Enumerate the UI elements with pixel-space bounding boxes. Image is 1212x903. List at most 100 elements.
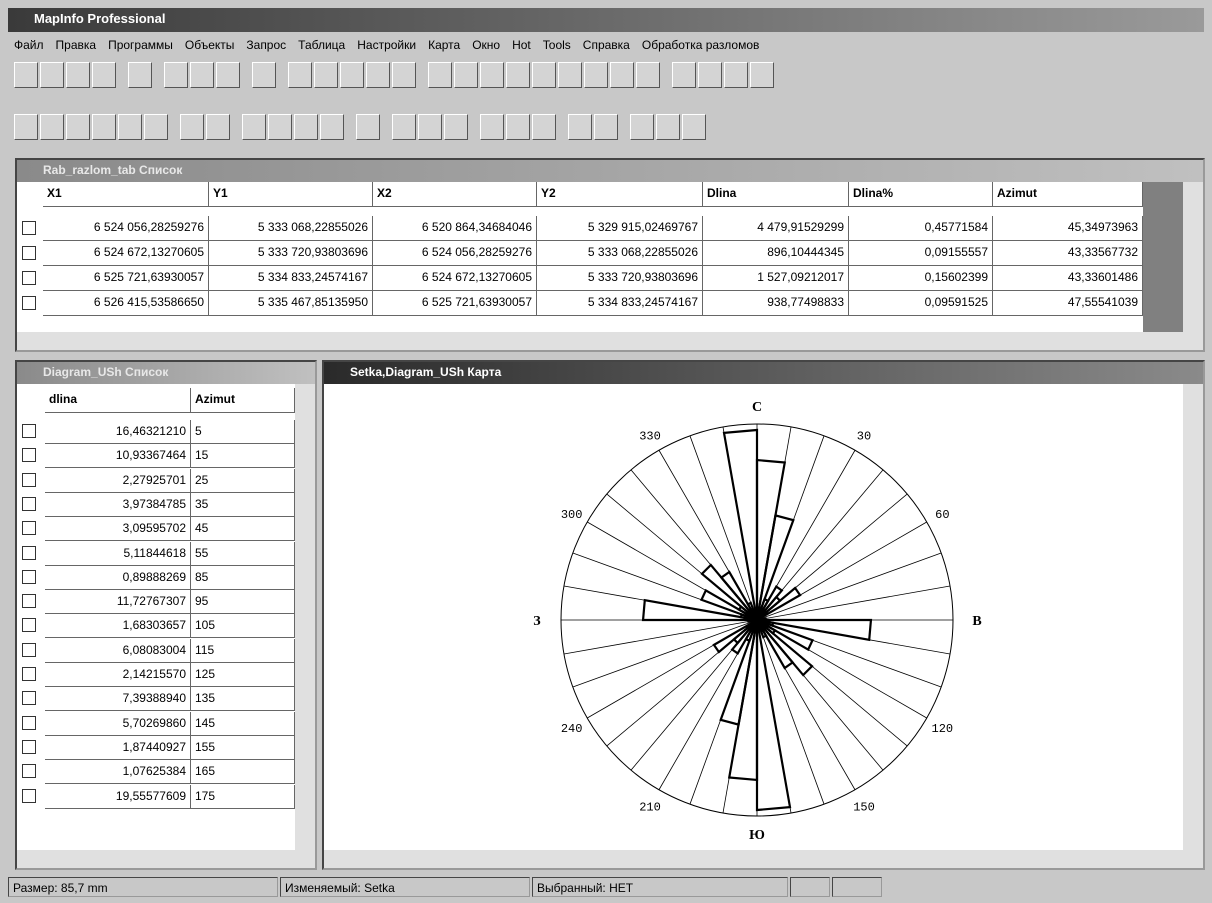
horizontal-scrollbar[interactable] (17, 332, 1203, 350)
column-header[interactable]: Azimut (191, 388, 295, 413)
row-checkbox[interactable] (22, 667, 36, 681)
menu-item[interactable]: Обработка разломов (641, 38, 760, 52)
menu-item[interactable]: Программы (108, 38, 173, 52)
toolbar-button[interactable] (118, 114, 142, 140)
toolbar-button[interactable] (40, 114, 64, 140)
toolbar-button[interactable] (532, 114, 556, 140)
column-header[interactable]: Y1 (209, 182, 373, 207)
toolbar-button[interactable] (392, 114, 416, 140)
toolbar-button[interactable] (656, 114, 680, 140)
row-checkbox[interactable] (22, 448, 36, 463)
toolbar-button[interactable] (594, 114, 618, 140)
toolbar-button[interactable] (558, 62, 582, 88)
toolbar-button[interactable] (268, 114, 292, 140)
toolbar-button[interactable] (92, 62, 116, 88)
toolbar-button[interactable] (480, 114, 504, 140)
toolbar-button[interactable] (568, 114, 592, 140)
toolbar-button[interactable] (366, 62, 390, 88)
row-checkbox[interactable] (22, 715, 36, 730)
toolbar-button[interactable] (66, 114, 90, 140)
toolbar-button[interactable] (14, 114, 38, 140)
toolbar-button[interactable] (320, 114, 344, 140)
toolbar-button[interactable] (506, 62, 530, 88)
row-checkbox[interactable] (22, 246, 36, 260)
row-checkbox[interactable] (22, 424, 36, 438)
toolbar-button[interactable] (40, 62, 64, 88)
toolbar-button[interactable] (92, 114, 116, 140)
toolbar-button[interactable] (454, 62, 478, 88)
row-checkbox[interactable] (22, 221, 36, 235)
toolbar-button[interactable] (288, 62, 312, 88)
menu-item[interactable]: Hot (512, 38, 531, 52)
row-checkbox[interactable] (22, 739, 36, 754)
toolbar-button[interactable] (672, 62, 696, 88)
row-checkbox[interactable] (22, 594, 36, 609)
toolbar-button[interactable] (428, 62, 452, 88)
row-checkbox[interactable] (22, 642, 36, 657)
menu-item[interactable]: Tools (542, 38, 571, 52)
toolbar-button[interactable] (532, 62, 556, 88)
column-header[interactable]: Y2 (537, 182, 703, 207)
toolbar-button[interactable] (630, 114, 654, 140)
toolbar-button[interactable] (418, 114, 442, 140)
toolbar-button[interactable] (750, 62, 774, 88)
row-checkbox[interactable] (22, 569, 36, 584)
toolbar-button[interactable] (66, 62, 90, 88)
toolbar-button[interactable] (682, 114, 706, 140)
direction-label: Ю (749, 828, 765, 843)
toolbar-button[interactable] (314, 62, 338, 88)
row-checkbox[interactable] (22, 788, 36, 803)
vertical-scrollbar[interactable] (295, 384, 315, 850)
row-checkbox[interactable] (22, 496, 36, 511)
row-checkbox[interactable] (22, 521, 36, 536)
column-header[interactable]: X1 (43, 182, 209, 207)
column-header[interactable]: Azimut (993, 182, 1143, 207)
row-checkbox[interactable] (22, 472, 36, 487)
row-checkbox[interactable] (22, 296, 36, 310)
toolbar-button[interactable] (216, 62, 240, 88)
toolbar-button[interactable] (252, 62, 276, 88)
toolbar-button[interactable] (294, 114, 318, 140)
toolbar-button[interactable] (724, 62, 748, 88)
toolbar-button[interactable] (242, 114, 266, 140)
toolbar-button[interactable] (506, 114, 530, 140)
toolbar-button[interactable] (392, 62, 416, 88)
column-header[interactable]: Dlina% (849, 182, 993, 207)
toolbar-button[interactable] (636, 62, 660, 88)
menu-item[interactable]: Справка (582, 38, 630, 52)
toolbar-button[interactable] (584, 62, 608, 88)
row-checkbox[interactable] (22, 691, 36, 706)
menu-item[interactable]: Правка (55, 38, 97, 52)
toolbar-button[interactable] (610, 62, 634, 88)
row-checkbox[interactable] (22, 764, 36, 779)
menu-item[interactable]: Объекты (184, 38, 235, 52)
horizontal-scrollbar[interactable] (324, 850, 1203, 868)
menu-item[interactable]: Карта (428, 38, 461, 52)
toolbar-button[interactable] (698, 62, 722, 88)
row-checkbox[interactable] (22, 271, 36, 285)
menu-item[interactable]: Запрос (246, 38, 287, 52)
toolbar-button[interactable] (444, 114, 468, 140)
row-checkbox[interactable] (22, 618, 36, 633)
row-checkbox[interactable] (22, 545, 36, 560)
menu-item[interactable]: Окно (472, 38, 501, 52)
menu-item[interactable]: Файл (14, 38, 44, 52)
vertical-scrollbar[interactable] (1183, 182, 1203, 332)
toolbar-button[interactable] (164, 62, 188, 88)
toolbar-button[interactable] (480, 62, 504, 88)
toolbar-button[interactable] (340, 62, 364, 88)
toolbar-button[interactable] (206, 114, 230, 140)
toolbar-button[interactable] (128, 62, 152, 88)
toolbar-button[interactable] (144, 114, 168, 140)
column-header[interactable]: dlina (45, 388, 191, 413)
toolbar-button[interactable] (356, 114, 380, 140)
toolbar-button[interactable] (190, 62, 214, 88)
menu-item[interactable]: Настройки (357, 38, 417, 52)
menu-item[interactable]: Таблица (298, 38, 346, 52)
vertical-scrollbar[interactable] (1183, 384, 1203, 850)
column-header[interactable]: Dlina (703, 182, 849, 207)
horizontal-scrollbar[interactable] (17, 850, 315, 868)
column-header[interactable]: X2 (373, 182, 537, 207)
toolbar-button[interactable] (180, 114, 204, 140)
toolbar-button[interactable] (14, 62, 38, 88)
